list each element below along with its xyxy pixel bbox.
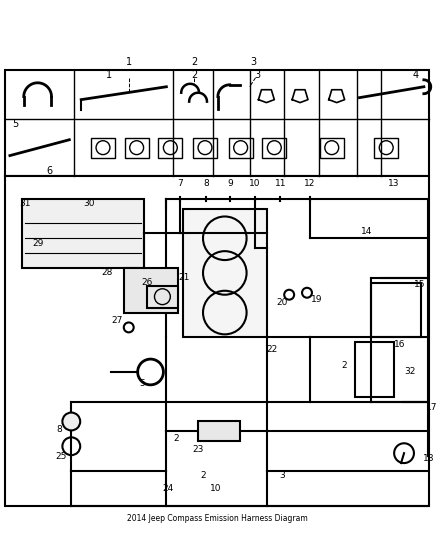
- Bar: [371, 283, 421, 337]
- Bar: [159, 138, 182, 158]
- Text: 8: 8: [57, 425, 62, 434]
- Text: 1: 1: [106, 70, 112, 80]
- Text: 25: 25: [56, 451, 67, 461]
- Bar: [354, 342, 394, 397]
- Bar: [5, 176, 429, 506]
- Text: 20: 20: [276, 298, 288, 307]
- Bar: [320, 138, 344, 158]
- Bar: [374, 138, 398, 158]
- Text: 31: 31: [19, 199, 31, 208]
- Text: 2: 2: [342, 360, 347, 369]
- Text: 27: 27: [111, 316, 123, 325]
- Text: 18: 18: [423, 454, 434, 463]
- Text: 2: 2: [191, 57, 197, 67]
- Text: 3: 3: [251, 57, 257, 67]
- Text: 17: 17: [426, 403, 437, 412]
- Text: 10: 10: [249, 179, 260, 188]
- Text: 22: 22: [267, 345, 278, 354]
- Text: 15: 15: [414, 280, 425, 289]
- Text: 26: 26: [141, 278, 152, 287]
- Text: 23: 23: [192, 445, 204, 454]
- Text: 6: 6: [46, 166, 53, 176]
- Bar: [229, 138, 253, 158]
- Bar: [183, 208, 267, 337]
- Bar: [5, 70, 429, 176]
- Text: 2: 2: [173, 434, 179, 443]
- Text: 10: 10: [210, 484, 222, 494]
- Text: 2014 Jeep Compass Emission Harness Diagram: 2014 Jeep Compass Emission Harness Diagr…: [127, 514, 307, 523]
- Text: 11: 11: [275, 179, 286, 188]
- Text: 5: 5: [140, 379, 145, 389]
- Text: 24: 24: [163, 484, 174, 494]
- Text: 28: 28: [101, 269, 113, 278]
- Text: 30: 30: [83, 199, 95, 208]
- Bar: [198, 422, 240, 441]
- Text: 14: 14: [361, 227, 372, 236]
- Text: 2: 2: [191, 70, 197, 80]
- Text: 5: 5: [12, 119, 18, 130]
- Text: 29: 29: [32, 239, 43, 248]
- Text: 8: 8: [203, 179, 209, 188]
- Bar: [125, 138, 148, 158]
- Text: 32: 32: [404, 367, 415, 376]
- Bar: [262, 138, 286, 158]
- Circle shape: [62, 413, 80, 430]
- Text: 1: 1: [126, 57, 132, 67]
- Text: 16: 16: [394, 340, 406, 349]
- Text: 21: 21: [178, 273, 190, 282]
- Bar: [124, 268, 178, 312]
- Text: 2: 2: [200, 472, 206, 480]
- Text: 7: 7: [177, 179, 183, 188]
- Text: 3: 3: [254, 70, 261, 80]
- Text: 19: 19: [311, 295, 323, 304]
- Bar: [91, 138, 115, 158]
- Bar: [22, 199, 144, 268]
- Bar: [193, 138, 217, 158]
- Text: 13: 13: [389, 179, 400, 188]
- Text: 3: 3: [279, 472, 285, 480]
- Text: 4: 4: [413, 70, 419, 80]
- Text: 9: 9: [227, 179, 233, 188]
- Bar: [147, 286, 178, 308]
- Text: 12: 12: [304, 179, 316, 188]
